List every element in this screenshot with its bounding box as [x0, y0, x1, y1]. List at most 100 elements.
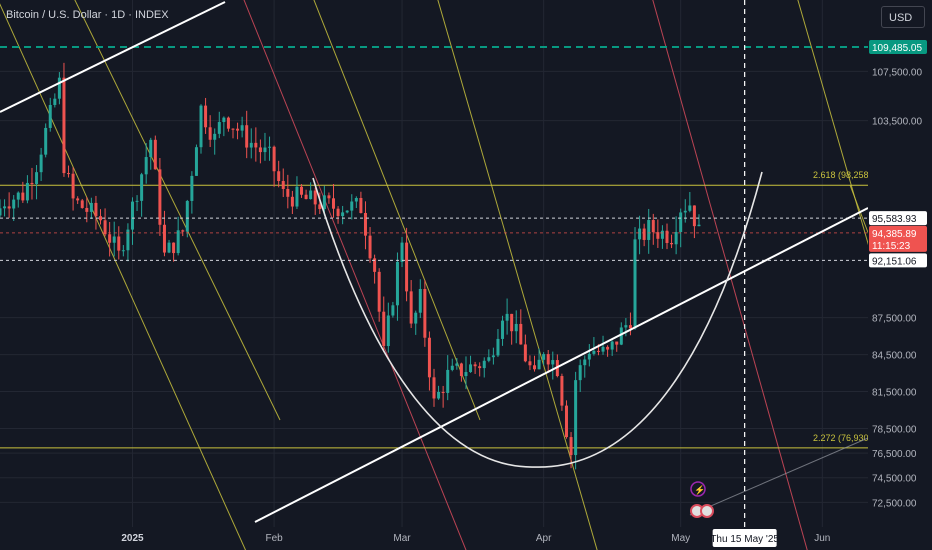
candle-body — [268, 146, 272, 148]
candle-body — [377, 271, 381, 312]
candle-body — [665, 230, 669, 244]
candle-body — [130, 201, 134, 230]
candle-body — [35, 172, 39, 184]
candle-body — [697, 224, 701, 227]
candle-body — [533, 365, 537, 370]
candle-body — [478, 366, 482, 369]
candle-body — [85, 207, 89, 212]
candle-body — [281, 181, 285, 189]
candle-body — [48, 104, 52, 128]
candle-body — [523, 344, 527, 362]
candle-body — [373, 258, 377, 272]
candle-body — [126, 229, 130, 251]
time-axis-tick: Jun — [814, 533, 830, 544]
candle-body — [423, 288, 427, 338]
candle-body — [21, 192, 25, 201]
candle-body — [542, 354, 546, 360]
candle-body — [564, 405, 568, 438]
price-axis-tick: 87,500.00 — [872, 314, 917, 325]
price-tag-box — [869, 39, 927, 54]
candle-body — [57, 77, 61, 99]
time-axis-tick: 2025 — [121, 533, 144, 544]
candle-body — [409, 291, 413, 324]
candle-body — [496, 338, 500, 356]
candle-body — [199, 105, 203, 148]
candle-body — [176, 230, 180, 254]
candle-body — [217, 122, 221, 134]
candle-body — [44, 127, 48, 155]
candle-body — [382, 311, 386, 347]
candle-body — [683, 210, 687, 213]
candle-body — [135, 200, 139, 202]
candle-body — [167, 242, 171, 253]
candle-body — [450, 365, 454, 370]
trendline-faint — [689, 437, 869, 516]
candle-body — [651, 220, 655, 233]
candle-body — [7, 206, 11, 209]
candle-body — [144, 157, 148, 175]
candle-body — [336, 208, 340, 217]
candle-body — [272, 146, 276, 172]
candle-body — [455, 363, 459, 366]
candle-body — [103, 220, 107, 235]
time-axis-tick: May — [671, 533, 690, 544]
candle-body — [313, 190, 317, 205]
candle-body — [222, 117, 226, 123]
candle-body — [551, 360, 555, 365]
price-tag-box — [869, 211, 927, 226]
candle-body — [140, 174, 144, 201]
candle-body — [583, 359, 587, 366]
candle-body — [414, 312, 418, 324]
price-axis-tick: 107,500.00 — [872, 67, 922, 78]
candle-body — [258, 147, 262, 153]
candle-body — [304, 194, 308, 200]
candle-body — [487, 357, 491, 361]
candle-body — [546, 354, 550, 365]
candle-body — [67, 173, 71, 175]
candle-body — [638, 228, 642, 240]
candle-body — [615, 341, 619, 345]
candle-body — [149, 139, 153, 158]
cursor-date-label: Thu 15 May '25 — [710, 534, 779, 545]
candle-body — [354, 197, 358, 202]
candle-body — [505, 313, 509, 321]
candle-body — [391, 305, 395, 316]
candle-body — [660, 230, 664, 239]
channel-line — [0, 3, 247, 550]
candle-body — [619, 327, 623, 345]
candle-body — [3, 206, 7, 209]
candle-body — [400, 242, 404, 262]
candle-body — [510, 313, 514, 332]
candle-body — [601, 346, 605, 352]
candle-body — [254, 142, 258, 148]
candle-body — [514, 323, 518, 332]
candle-body — [610, 341, 614, 350]
candle-body — [226, 117, 230, 129]
candle-body — [39, 154, 43, 173]
chart-title: Bitcoin / U.S. Dollar · 1D · INDEX — [6, 9, 169, 21]
candle-body — [473, 364, 477, 367]
candle-body — [405, 242, 409, 292]
candle-body — [441, 391, 445, 393]
candle-body — [80, 200, 84, 208]
candle-body — [172, 242, 176, 254]
candle-body — [240, 125, 244, 131]
candle-body — [469, 364, 473, 373]
candle-body — [213, 133, 217, 140]
candle-body — [121, 250, 125, 252]
candle-body — [300, 186, 304, 195]
candle-body — [501, 320, 505, 339]
candle-body — [395, 261, 399, 306]
candle-body — [277, 171, 281, 182]
candle-body — [290, 196, 294, 207]
currency-selector[interactable]: USD — [881, 6, 925, 28]
candle-body — [418, 288, 422, 313]
channel-line — [797, 0, 881, 286]
candle-body — [363, 212, 367, 236]
price-axis-tick: 76,500.00 — [872, 449, 917, 460]
candle-body — [99, 216, 103, 221]
candle-body — [692, 205, 696, 227]
price-axis-tick: 72,500.00 — [872, 498, 917, 509]
